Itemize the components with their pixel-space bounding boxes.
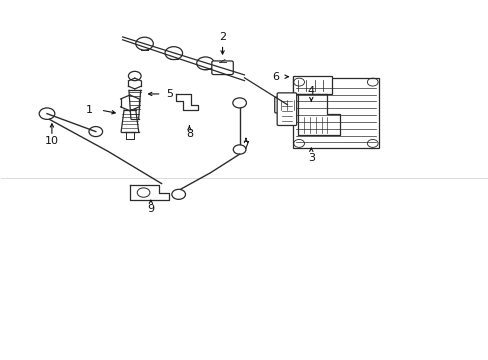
FancyBboxPatch shape bbox=[274, 97, 301, 113]
Text: 7: 7 bbox=[242, 141, 249, 151]
Text: 3: 3 bbox=[307, 153, 314, 163]
Text: 10: 10 bbox=[45, 136, 59, 146]
FancyBboxPatch shape bbox=[277, 93, 296, 126]
FancyBboxPatch shape bbox=[299, 114, 339, 136]
Text: 5: 5 bbox=[166, 89, 173, 99]
Bar bbox=[293, 78, 378, 148]
Bar bbox=[293, 76, 331, 94]
Text: 9: 9 bbox=[147, 204, 154, 215]
Text: 8: 8 bbox=[185, 129, 193, 139]
Text: 2: 2 bbox=[219, 32, 225, 42]
Text: 1: 1 bbox=[86, 105, 93, 115]
FancyBboxPatch shape bbox=[211, 61, 233, 75]
Text: 6: 6 bbox=[272, 72, 279, 82]
Text: 4: 4 bbox=[307, 86, 314, 96]
